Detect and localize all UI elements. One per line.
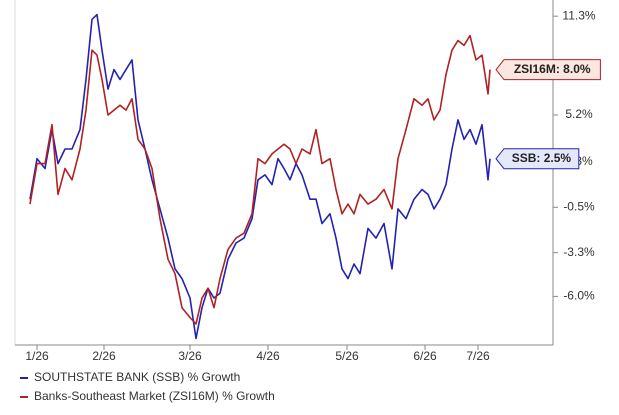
y-tick-label: -0.5% <box>563 199 595 213</box>
x-tick-label: 4/26 <box>256 349 280 363</box>
x-tick-label: 2/26 <box>92 349 116 363</box>
end-label: ZSI16M: 8.0% <box>514 62 591 76</box>
y-tick-label: 11.3% <box>562 8 595 22</box>
legend-label: Banks-Southeast Market (ZSI16M) % Growth <box>34 389 275 403</box>
legend-label: SOUTHSTATE BANK (SSB) % Growth <box>34 370 240 384</box>
x-tick-label: 1/26 <box>25 349 49 363</box>
end-label-box <box>495 59 601 81</box>
x-tick-label: 3/26 <box>178 349 202 363</box>
end-label-box <box>495 148 580 170</box>
x-tick-label: 5/26 <box>335 349 359 363</box>
x-tick-label: 6/26 <box>413 349 437 363</box>
y-tick-label: 5.2% <box>565 107 593 121</box>
series-line <box>29 34 491 325</box>
x-tick-label: 7/26 <box>466 349 490 363</box>
y-tick-label: -3.3% <box>563 245 595 259</box>
series-line <box>29 13 491 340</box>
y-tick-label: -6.0% <box>563 289 595 303</box>
end-label: SSB: 2.5% <box>512 151 572 165</box>
